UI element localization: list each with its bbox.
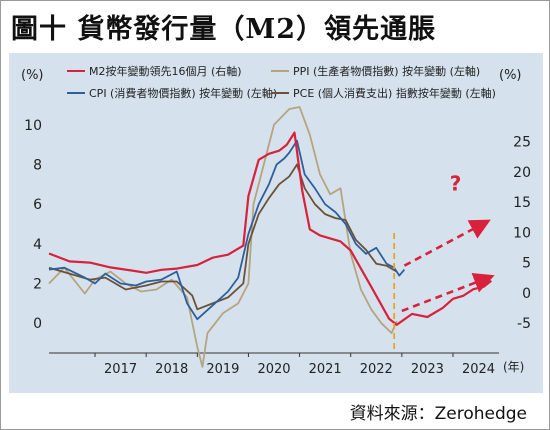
left-axis-ticks: 0 2 4 6 8 10 <box>24 118 42 332</box>
trend-arrow-lower <box>401 272 495 313</box>
legend: M2按年變動領先16個月 (右軸) PPI (生產者物價指數) 按年變動 (左軸… <box>67 64 496 100</box>
legend-label-ppi: PPI (生產者物價指數) 按年變動 (左軸) <box>293 64 480 78</box>
line-chart: (%) (%) (年) M2按年變動領先16個月 (右軸) PPI (生產者物價… <box>21 64 531 377</box>
x-tick-label: 2022 <box>360 362 393 377</box>
x-tick-label: 2019 <box>206 362 239 377</box>
series-line-m2 <box>48 131 492 326</box>
legend-label-cpi: CPI (消費者物價指數) 按年變動 (左軸) <box>89 86 277 100</box>
x-tick-label: 2020 <box>257 362 290 377</box>
trend-arrow-upper <box>403 219 491 267</box>
x-tick-label: 2017 <box>104 362 137 377</box>
left-tick-label: 2 <box>33 277 42 293</box>
right-tick-label: -5 <box>517 316 531 332</box>
left-tick-label: 10 <box>24 118 42 134</box>
x-tick-label: 2021 <box>309 362 342 377</box>
right-tick-label: 0 <box>522 286 531 302</box>
right-axis-ticks: -5 0 5 10 15 20 25 <box>513 135 531 332</box>
legend-label-m2: M2按年變動領先16個月 (右軸) <box>89 64 242 78</box>
source-note: 資料來源：Zerohedge <box>349 404 527 424</box>
question-mark: ? <box>450 171 462 195</box>
x-tick-label: 2023 <box>411 362 444 377</box>
left-tick-label: 8 <box>33 158 42 174</box>
x-tick-label: 2018 <box>155 362 188 377</box>
series-layer <box>48 106 492 368</box>
series-line-pce <box>48 163 398 311</box>
series-line-cpi <box>48 139 406 321</box>
left-tick-label: 0 <box>33 316 42 332</box>
right-tick-label: 20 <box>513 165 531 181</box>
series-line-ppi <box>48 106 398 368</box>
right-tick-label: 15 <box>513 195 531 211</box>
right-axis-unit: (%) <box>499 68 522 83</box>
annotation-layer: ? <box>393 171 495 351</box>
legend-label-pce: PCE (個人消費支出) 指數按年變動 (左軸) <box>293 86 496 100</box>
left-tick-label: 4 <box>33 237 42 253</box>
page-title: 圖十 貨幣發行量（M2）領先通脹 <box>11 14 437 45</box>
right-tick-label: 5 <box>522 256 531 272</box>
x-axis-ticks: 2017 2018 2019 2020 2021 2022 2023 2024 <box>49 352 499 377</box>
x-axis-unit: (年) <box>503 360 524 374</box>
chart-panel: (%) (%) (年) M2按年變動領先16個月 (右軸) PPI (生產者物價… <box>9 53 543 393</box>
right-tick-label: 25 <box>513 135 531 151</box>
x-tick-label: 2024 <box>462 362 495 377</box>
right-tick-label: 10 <box>513 225 531 241</box>
left-axis-unit: (%) <box>21 68 44 83</box>
left-tick-label: 6 <box>33 197 42 213</box>
